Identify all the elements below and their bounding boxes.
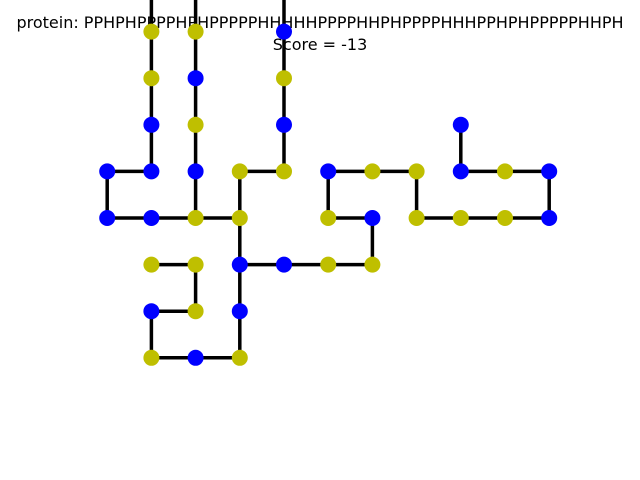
- hydrophobic-residue: [276, 256, 292, 273]
- hydrophobic-residue: [231, 303, 248, 320]
- polar-residue: [364, 256, 381, 273]
- polar-residue: [231, 163, 248, 180]
- polar-residue: [364, 163, 381, 180]
- hydrophobic-residue: [541, 210, 558, 226]
- polar-residue: [231, 349, 248, 366]
- polar-residue: [143, 70, 160, 87]
- hydrophobic-residue: [187, 349, 204, 366]
- hydrophobic-residue: [99, 210, 116, 226]
- polar-residue: [497, 210, 513, 226]
- hydrophobic-residue: [143, 163, 160, 180]
- hydrophobic-residue: [143, 210, 160, 226]
- residue-nodes: [99, 23, 558, 366]
- hydrophobic-residue: [320, 163, 337, 180]
- hydrophobic-residue: [276, 23, 292, 40]
- chart-title: protein: PPHPHPPPPHPHPPPPPHHHHHPPPPHHPHP…: [0, 12, 640, 56]
- polar-residue: [231, 210, 248, 226]
- polar-residue: [143, 23, 160, 40]
- polar-residue: [187, 303, 204, 320]
- polar-residue: [143, 256, 160, 273]
- hydrophobic-residue: [143, 116, 160, 133]
- polar-residue: [187, 256, 204, 273]
- hydrophobic-residue: [143, 303, 160, 320]
- polar-residue: [320, 256, 337, 273]
- hydrophobic-residue: [187, 70, 204, 87]
- hydrophobic-residue: [276, 116, 292, 133]
- hydrophobic-residue: [364, 210, 381, 226]
- polar-residue: [143, 349, 160, 366]
- hydrophobic-residue: [452, 163, 469, 180]
- polar-residue: [276, 163, 292, 180]
- polar-residue: [452, 210, 469, 226]
- polar-residue: [187, 23, 204, 40]
- polar-residue: [408, 210, 425, 226]
- protein-sequence-label: protein: PPHPHPPPPHPHPPPPPHHHHHPPPPHHPHP…: [16, 13, 624, 32]
- hydrophobic-residue: [99, 163, 116, 180]
- hydrophobic-residue: [541, 163, 558, 180]
- polar-residue: [276, 70, 292, 87]
- polar-residue: [408, 163, 425, 180]
- polar-residue: [497, 163, 513, 180]
- hydrophobic-residue: [187, 163, 204, 180]
- polar-residue: [187, 210, 204, 226]
- hydrophobic-residue: [452, 116, 469, 133]
- score-label: Score = -13: [272, 35, 368, 54]
- polar-residue: [320, 210, 337, 226]
- hydrophobic-residue: [231, 256, 248, 273]
- polar-residue: [187, 116, 204, 133]
